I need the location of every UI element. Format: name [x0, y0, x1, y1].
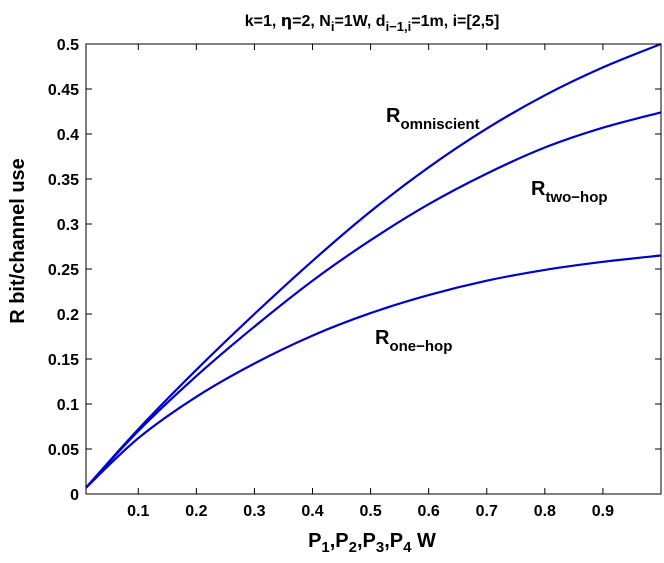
y-tick-label: 0.45 [48, 82, 79, 99]
x-axis-label: P1,P2,P3,P4 W [308, 530, 436, 556]
y-tick-label: 0.15 [48, 352, 79, 369]
x-tick-label: 0.1 [127, 503, 149, 520]
series-line-two-hop [85, 111, 662, 489]
x-tick-label: 0.2 [185, 503, 207, 520]
series-label-main: R [386, 105, 401, 127]
subscript-text: 1 [321, 539, 329, 556]
text-segment: =2, N [292, 13, 331, 30]
x-tick-label: 0.8 [534, 503, 556, 520]
y-tick-label: 0.2 [57, 307, 79, 324]
x-tick-label: 0.5 [359, 503, 381, 520]
text-segment: η [281, 11, 292, 30]
subscript-text: 2 [349, 539, 357, 556]
subscript-text: i [331, 19, 335, 34]
y-axis-label: R bit/channel use [7, 158, 29, 324]
series-label-omniscient: Romniscient [386, 105, 480, 133]
x-tick-label: 0.7 [476, 503, 498, 520]
x-tick-label: 0.3 [243, 503, 265, 520]
series-label-subscript: one−hop [389, 338, 452, 355]
y-tick-label: 0.1 [57, 397, 79, 414]
y-tick-label: 0.5 [57, 37, 79, 54]
series-label-one-hop: Rone−hop [375, 327, 452, 355]
series-label-subscript: omniscient [400, 116, 479, 133]
y-tick-label: 0.3 [57, 217, 79, 234]
series-label-two-hop: Rtwo−hop [531, 178, 608, 206]
text-segment: =1m, i=[2,5] [411, 13, 499, 30]
y-tick-label: 0.35 [48, 172, 79, 189]
text-segment: k=1, [245, 13, 281, 30]
text-segment: W [412, 530, 437, 552]
chart-title: k=1, η=2, Ni=1W, di−1,i=1m, i=[2,5] [245, 11, 500, 34]
series-line-omniscient [85, 42, 662, 489]
subscript-text: 3 [376, 539, 384, 556]
series-line-one-hop [85, 254, 662, 489]
text-segment: ,P [357, 530, 376, 552]
x-tick-label: 0.4 [301, 503, 323, 520]
subscript-text: i−1,i [386, 19, 412, 34]
subscript-text: 4 [403, 539, 412, 556]
text-segment: P [308, 530, 321, 552]
series-label-main: R [531, 178, 546, 200]
y-tick-label: 0.05 [48, 442, 79, 459]
x-tick-label: 0.9 [592, 503, 614, 520]
text-segment: ,P [330, 530, 349, 552]
series-label-subscript: two−hop [545, 189, 607, 206]
text-segment: =1W, d [334, 13, 385, 30]
ticks-layer: 0.1 0.2 0.3 0.4 0.5 0.6 0.7 0.8 0.9 0 0.05 0.1 0.15 0… [48, 37, 661, 520]
y-tick-label: 0.25 [48, 262, 79, 279]
series-label-main: R [375, 327, 390, 349]
series-layer [85, 42, 662, 489]
y-tick-label: 0.4 [57, 127, 79, 144]
y-tick-label: 0 [70, 487, 79, 504]
x-tick-label: 0.6 [418, 503, 440, 520]
text-segment: ,P [384, 530, 403, 552]
